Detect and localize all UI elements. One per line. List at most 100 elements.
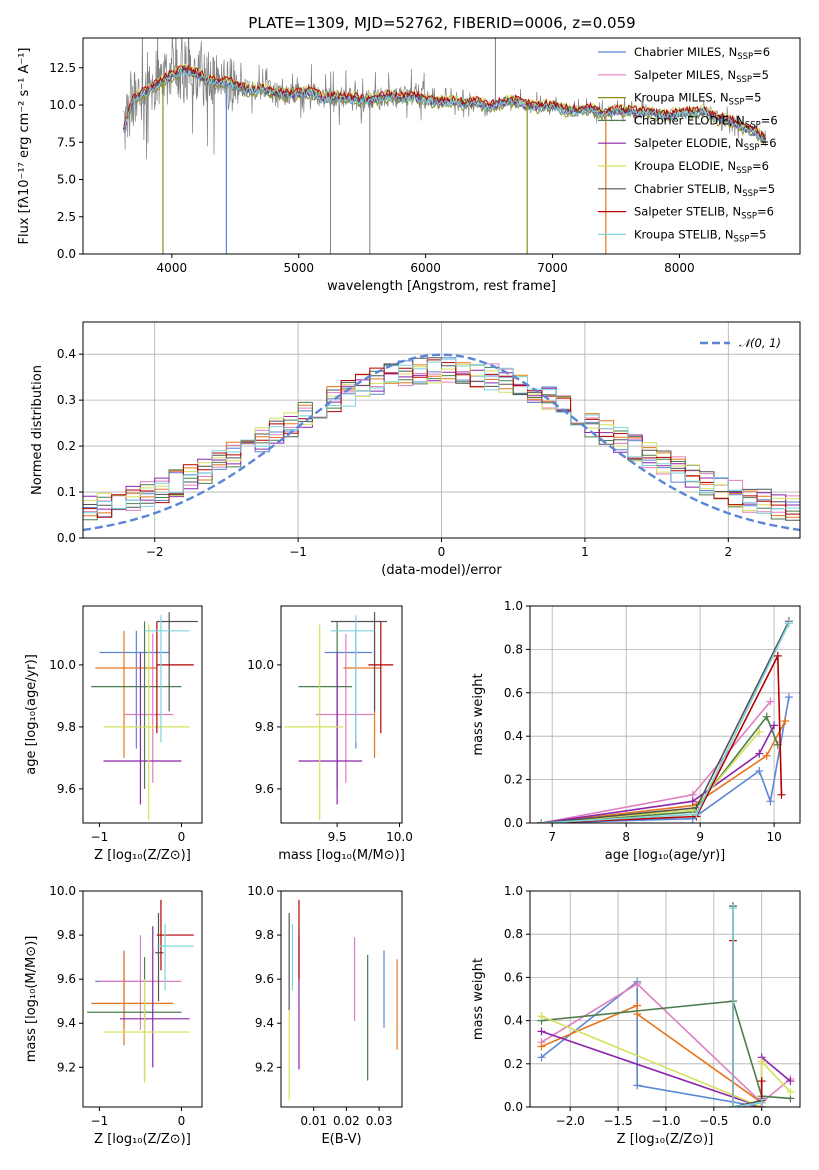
y-tick-label: 9.8 — [255, 720, 274, 734]
errorbar-point — [298, 621, 353, 789]
y-axis-label: mass weight — [471, 958, 486, 1040]
x-tick-label: 0.03 — [366, 1114, 393, 1128]
plus-marker — [537, 1042, 546, 1051]
mass-weight-series — [541, 1000, 791, 1100]
x-tick-label: 9 — [696, 830, 704, 844]
x-axis-label: Z [log₁₀(Z/Z⊙)] — [617, 1132, 714, 1147]
legend-entry: Salpeter MILES, NSSP=5 — [634, 68, 769, 85]
plus-marker — [692, 810, 701, 819]
plus-marker — [757, 1077, 766, 1086]
errorbar-point — [284, 624, 344, 820]
spectrum-plot-area — [123, 38, 767, 254]
y-axis-label: Flux [fλ10⁻¹⁷ erg cm⁻² s⁻¹ A⁻¹] — [17, 48, 32, 245]
errorbar-point — [324, 630, 373, 749]
histogram-series — [83, 358, 800, 514]
x-tick-label: 10.0 — [386, 830, 413, 844]
plus-marker — [537, 1027, 546, 1036]
y-tick-label: 0.4 — [57, 347, 76, 361]
plus-marker — [757, 1098, 766, 1107]
x-tick-label: 8 — [622, 830, 630, 844]
normal-reference-curve — [83, 353, 800, 532]
y-tick-label: 0.6 — [504, 970, 523, 984]
age-vs-mass-plot-area — [284, 612, 394, 820]
mass-weight-series — [541, 655, 783, 823]
x-tick-label: 0.01 — [300, 1114, 327, 1128]
errorbar-point — [103, 624, 190, 820]
y-axis-label: Normed distribution — [30, 365, 45, 495]
errorbar-point — [330, 612, 388, 712]
y-tick-label: 0.0 — [57, 531, 76, 545]
y-tick-label: 0.6 — [504, 686, 523, 700]
mass-weight-vs-age-plot-area — [537, 617, 793, 823]
y-tick-label: 12.5 — [49, 61, 76, 75]
y-tick-label: 9.4 — [255, 1016, 274, 1030]
histogram-legend: 𝒩(0, 1) — [700, 336, 781, 350]
y-tick-label: 0.4 — [504, 729, 523, 743]
plus-marker — [755, 727, 764, 736]
errorbar-point — [330, 615, 375, 743]
errorbar-point — [156, 621, 194, 734]
plus-marker — [755, 766, 764, 775]
x-tick-label: 9.5 — [328, 830, 347, 844]
y-tick-label: 0.3 — [57, 393, 76, 407]
y-axis-label: age [log₁₀(age/yr)] — [24, 654, 39, 775]
y-tick-label: 0.8 — [504, 642, 523, 656]
y-tick-label: 10.0 — [49, 658, 76, 672]
y-tick-label: 9.2 — [255, 1060, 274, 1074]
x-tick-label: 0 — [178, 830, 186, 844]
x-tick-label: −2 — [146, 545, 164, 559]
y-tick-label: 7.5 — [57, 135, 76, 149]
axes-frame — [280, 605, 403, 824]
y-tick-label: 9.8 — [255, 928, 274, 942]
axes-frame — [82, 321, 801, 539]
plus-marker — [762, 751, 771, 760]
errorbar-point — [91, 952, 174, 1046]
mass-vs-Z-plot-area — [87, 899, 194, 1083]
mass-weight-series — [541, 715, 779, 823]
mass-vs-Z-panel: −1 0 9.2 9.4 9.6 9.8 10.0 Z [log₁₀(Z/Z⊙)] mass [… — [24, 884, 203, 1147]
mass-weight-series — [732, 906, 762, 1107]
residual-histogram-plot-area — [83, 353, 800, 532]
errorbar-point — [99, 935, 182, 1030]
errorbar-point — [315, 633, 375, 783]
y-tick-label: 0.8 — [504, 927, 523, 941]
panels: 4000 5000 6000 7000 80000.02.55.07.510.012.5… — [17, 37, 801, 1147]
plus-marker — [688, 797, 697, 806]
plus-marker — [537, 819, 546, 823]
errorbar-point — [119, 926, 190, 1068]
x-tick-label: −1.5 — [604, 1114, 633, 1128]
x-tick-label: −2.0 — [556, 1114, 585, 1128]
mass-weight-series — [541, 980, 763, 1107]
legend-entry: Chabrier ELODIE, NSSP=6 — [634, 113, 778, 130]
plus-marker — [633, 1081, 642, 1090]
legend-entry: Kroupa MILES, NSSP=5 — [634, 91, 761, 108]
errorbar-point — [343, 630, 381, 758]
axes-frame — [280, 890, 403, 1108]
x-axis-label: (data-model)/error — [381, 563, 502, 578]
histogram-series — [83, 363, 800, 511]
legend-entry: Chabrier STELIB, NSSP=5 — [634, 182, 775, 199]
y-tick-label: 0.2 — [504, 773, 523, 787]
y-axis-label: mass weight — [471, 673, 486, 755]
mass-weight-series — [540, 725, 775, 823]
errorbar-point — [103, 652, 182, 805]
spectrum-panel: 4000 5000 6000 7000 8000 0.0 2.5 5.0 7.5 10.0 12.5… — [17, 37, 801, 294]
plus-marker — [766, 797, 775, 806]
legend-entry: Kroupa ELODIE, NSSP=6 — [634, 159, 769, 176]
x-axis-label: Z [log₁₀(Z/Z⊙)] — [94, 848, 191, 863]
errorbar-point — [156, 899, 194, 971]
y-tick-label: 9.6 — [57, 972, 76, 986]
spectrum-legend: Chabrier MILES, NSSP=6 Salpeter MILES, NS… — [598, 45, 778, 244]
plus-marker — [728, 904, 737, 913]
x-tick-label: 0.0 — [752, 1114, 771, 1128]
legend-entry: Salpeter STELIB, NSSP=6 — [634, 205, 774, 222]
errorbar-point — [144, 615, 190, 743]
x-tick-label: 6000 — [410, 261, 441, 275]
axes-frame — [82, 605, 203, 824]
mass-weight-series — [540, 700, 772, 823]
mass-weight-vs-Z-plot-area — [537, 902, 795, 1107]
y-tick-label: 9.8 — [57, 720, 76, 734]
mass-weight-vs-Z-panel: −2.0 −1.5 −1.0 −0.5 0.0 0.0 0.2 0.4 0.6 0.8 1.0 Z [… — [471, 884, 801, 1147]
mass-weight-series — [541, 1004, 763, 1104]
legend-entry: Kroupa STELIB, NSSP=5 — [634, 227, 766, 244]
